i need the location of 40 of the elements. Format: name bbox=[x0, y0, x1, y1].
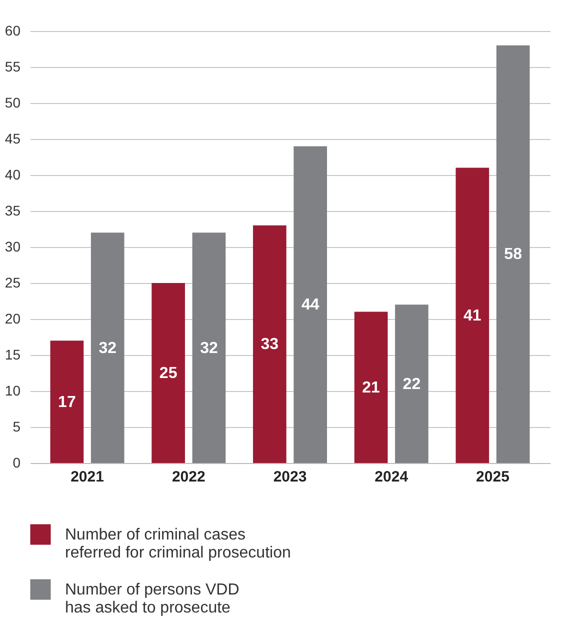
x-tick-label: 2022 bbox=[172, 468, 206, 486]
data-label: 17 bbox=[58, 394, 76, 411]
data-label: 22 bbox=[402, 376, 421, 393]
y-tick-label: 45 bbox=[4, 130, 21, 146]
data-label: 25 bbox=[159, 365, 178, 382]
legend-label: Number of criminal cases referred for criminal prosecution bbox=[65, 526, 291, 562]
bar bbox=[496, 45, 530, 463]
data-label: 44 bbox=[301, 296, 320, 314]
y-tick-label: 10 bbox=[4, 382, 21, 398]
data-label: 33 bbox=[260, 336, 279, 354]
bar bbox=[294, 146, 327, 463]
bar bbox=[253, 225, 286, 463]
y-tick-label: 40 bbox=[4, 166, 21, 182]
bar bbox=[50, 340, 84, 463]
bar bbox=[395, 304, 428, 463]
y-tick-label: 60 bbox=[4, 22, 21, 38]
x-tick-label: 2024 bbox=[374, 468, 409, 486]
data-label: 32 bbox=[200, 340, 218, 357]
bar bbox=[192, 232, 226, 463]
y-tick-label: 5 bbox=[12, 418, 21, 434]
data-label: 21 bbox=[362, 379, 380, 396]
legend-label: Number of persons VDD has asked to prosecute bbox=[65, 582, 240, 616]
y-tick-label: 35 bbox=[4, 202, 21, 218]
data-label: 32 bbox=[98, 340, 117, 357]
x-tick-label: 2021 bbox=[70, 468, 104, 486]
bar bbox=[354, 312, 388, 463]
bar bbox=[152, 283, 185, 463]
x-tick-label: 2025 bbox=[476, 468, 510, 486]
bar bbox=[90, 232, 124, 463]
y-tick-label: 0 bbox=[12, 454, 21, 470]
y-tick-label: 20 bbox=[4, 310, 21, 326]
bar bbox=[456, 168, 490, 463]
y-tick-label: 15 bbox=[4, 346, 21, 362]
y-tick-label: 30 bbox=[4, 238, 21, 254]
y-tick-label: 55 bbox=[4, 58, 21, 74]
x-tick-label: 2023 bbox=[273, 468, 307, 486]
y-tick-label: 50 bbox=[4, 94, 21, 110]
data-label: 41 bbox=[464, 307, 482, 324]
y-tick-label: 25 bbox=[4, 274, 21, 290]
data-label: 58 bbox=[504, 246, 522, 264]
